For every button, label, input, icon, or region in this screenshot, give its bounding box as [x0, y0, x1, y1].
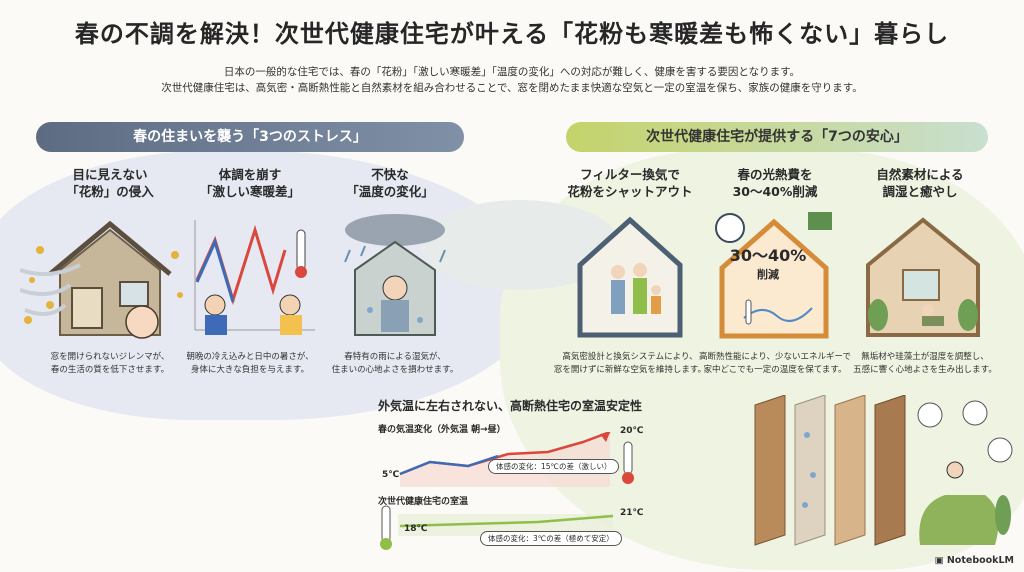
inside-temp-label: 次世代健康住宅の室温: [378, 497, 469, 507]
relief-item-desc: 高断熱性能により、少ないエネルギーで: [699, 352, 851, 362]
stress-item-desc: 春の生活の質を低下させます。: [50, 365, 170, 375]
outside-low-temp: 5℃: [382, 470, 400, 480]
stress-item-title: 不快な: [371, 167, 409, 182]
relief-item-title: 30～40%削減: [732, 184, 818, 199]
stress-item-desc: 春特有の雨による湿気が、: [344, 352, 446, 362]
natural-materials-illustration: [754, 395, 1013, 546]
relief-item-title: 調湿と癒やし: [882, 184, 958, 199]
temperature-gap-illustration: [194, 220, 315, 335]
relief-item-desc: 家中どこでも一定の温度を保てます。: [703, 365, 847, 375]
rain-house-illustration: [344, 214, 446, 336]
comparison-title: 外気温に左右されない、高断熱住宅の室温安定性: [378, 399, 643, 413]
family-house-illustration: [577, 216, 683, 338]
outside-temp-label: 春の気温変化（外気温 朝→昼）: [378, 425, 506, 435]
relief-section-heading: 次世代健康住宅が提供する「7つの安心」: [566, 122, 988, 152]
inside-temperature-chart: [380, 505, 614, 550]
outside-high-temp: 20℃: [620, 426, 644, 436]
relief-item-title: 花粉をシャットアウト: [567, 184, 693, 199]
energy-percent-label: 30～40%: [729, 246, 807, 265]
relief-item-title: 春の光熱費を: [737, 167, 813, 182]
relief-item-desc: 五感に響く心地よさを生み出します。: [853, 365, 997, 375]
relief-desc-energy: 高断熱性能により、少ないエネルギーで 家中どこでも一定の温度を保てます。: [695, 351, 855, 377]
stress-item-temperature-change: 不快な 「温度の変化」: [320, 166, 460, 200]
relief-item-energy: 春の光熱費を 30～40%削減: [705, 166, 845, 200]
stress-item-desc: 身体に大きな負担を与えます。: [190, 365, 310, 375]
stress-desc-pollen: 窓を開けられないジレンマが、 春の生活の質を低下させます。: [30, 351, 190, 377]
subtitle-line-2: 次世代健康住宅は、高気密・高断熱性能と自然素材を組み合わせることで、窓を閉めたま…: [161, 82, 863, 94]
page-title: 春の不調を解決！次世代健康住宅が叶える「花粉も寒暖差も怖くない」暮らし: [74, 20, 950, 48]
inside-low-temp: 18℃: [404, 524, 428, 534]
relief-item-desc: 無垢材や珪藻土が湿度を調整し、: [861, 352, 989, 362]
relief-item-desc: 窓を開けずに新鮮な空気を維持します。: [553, 365, 707, 375]
stress-section-heading: 春の住まいを襲う「3つのストレス」: [36, 122, 464, 152]
relief-desc-filter: 高気密設計と換気システムにより、 窓を開けずに新鮮な空気を維持します。: [550, 351, 710, 377]
stress-item-title: 目に見えない: [72, 167, 148, 182]
relief-item-title: フィルター換気で: [580, 167, 680, 182]
inside-change-note: 体感の変化：3℃の差（極めて安定）: [480, 531, 622, 546]
stress-item-pollen: 目に見えない 「花粉」の侵入: [40, 166, 180, 200]
stress-item-temperature-gap: 体調を崩す 「激しい寒暖差」: [180, 166, 320, 200]
outside-change-note: 体感の変化：15℃の差（激しい）: [488, 459, 620, 474]
logo-text: NotebookLM: [946, 555, 1014, 566]
relief-item-desc: 高気密設計と換気システムにより、: [562, 352, 698, 362]
relief-item-filter: フィルター換気で 花粉をシャットアウト: [555, 166, 705, 200]
relief-desc-natural-materials: 無垢材や珪藻土が湿度を調整し、 五感に響く心地よさを生み出します。: [845, 351, 1005, 377]
stress-desc-temperature-change: 春特有の雨による湿気が、 住まいの心地よさを損わせます。: [320, 351, 470, 377]
wooden-house-illustration: [866, 217, 980, 337]
pollen-house-illustration: [20, 220, 183, 339]
relief-item-natural-materials: 自然素材による 調湿と癒やし: [850, 166, 990, 200]
inside-high-temp: 21℃: [620, 508, 644, 518]
energy-house-illustration: [715, 212, 832, 339]
relief-item-title: 自然素材による: [876, 167, 964, 182]
page-subtitle: 日本の一般的な住宅では、春の「花粉」「激しい寒暖差」「温度の変化」への対応が難し…: [0, 64, 1024, 96]
energy-house-label: 30～40% 削減: [718, 242, 818, 282]
stress-item-title: 「花粉」の侵入: [66, 184, 154, 199]
subtitle-line-1: 日本の一般的な住宅では、春の「花粉」「激しい寒暖差」「温度の変化」への対応が難し…: [223, 66, 801, 78]
stress-item-title: 「激しい寒暖差」: [199, 184, 300, 199]
stress-item-title: 体調を崩す: [218, 167, 282, 182]
energy-reduction-label: 削減: [757, 268, 779, 281]
notebooklm-logo: ▣ NotebookLM: [934, 555, 1014, 566]
stress-item-desc: 朝晩の冷え込みと日中の暑さが、: [186, 352, 314, 362]
stress-desc-temperature-gap: 朝晩の冷え込みと日中の暑さが、 身体に大きな負担を与えます。: [175, 351, 325, 377]
stress-item-desc: 住まいの心地よさを損わせます。: [331, 365, 459, 375]
stress-item-title: 「温度の変化」: [346, 184, 434, 199]
stress-item-desc: 窓を開けられないジレンマが、: [50, 352, 170, 362]
